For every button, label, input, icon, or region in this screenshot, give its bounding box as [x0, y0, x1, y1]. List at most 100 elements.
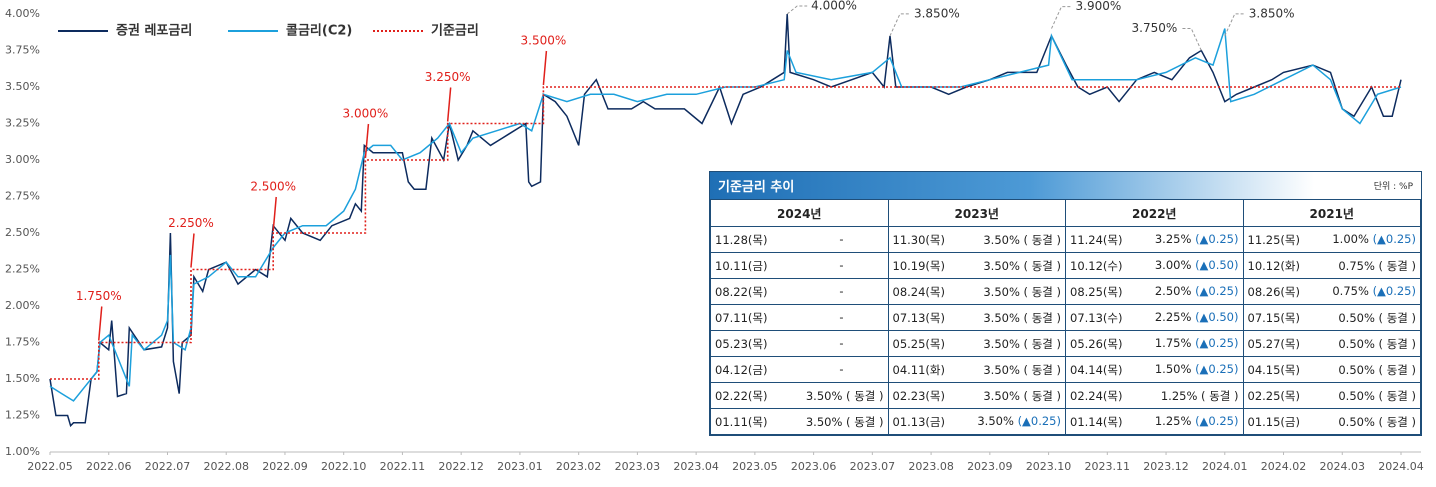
annotation-line — [446, 87, 452, 122]
rate-group: 0.50% ( 동결 ) — [1338, 310, 1416, 326]
date: 04.11(화) — [892, 362, 945, 377]
date: 10.11(금) — [715, 258, 768, 273]
change: (▲0.25) — [1372, 283, 1416, 298]
change: ( 동결 ) — [1023, 336, 1061, 351]
date: 11.30(목) — [892, 232, 945, 247]
change: (▲0.25) — [1195, 283, 1239, 298]
change: ( 동결 ) — [1378, 414, 1416, 429]
rate-group: 1.50% (▲0.25) — [1155, 362, 1239, 376]
rate-group: 3.50% (▲0.25) — [977, 414, 1061, 428]
x-tick-label: 2022.08 — [203, 460, 249, 473]
date: 02.23(목) — [892, 388, 945, 403]
annotation: 4.000% — [811, 0, 857, 13]
y-tick-label: 1.00% — [5, 445, 40, 458]
annotation: 3.250% — [425, 70, 471, 84]
rate: - — [839, 231, 844, 246]
table-cell: 01.11(목) 3.50% ( 동결 ) — [710, 408, 889, 435]
annotation-line — [786, 5, 808, 15]
table-cell: 11.25(목) 1.00% (▲0.25) — [1242, 226, 1421, 253]
x-tick-label: 2023.01 — [497, 460, 543, 473]
column-header: 2021년 — [1242, 199, 1421, 227]
x-tick-label: 2023.02 — [556, 460, 602, 473]
change: ( 동결 ) — [1023, 388, 1061, 403]
date: 04.12(금) — [715, 362, 768, 377]
date: 05.27(목) — [1247, 336, 1300, 351]
column-header: 2022년 — [1065, 199, 1244, 227]
rate-group: 0.75% (▲0.25) — [1332, 284, 1416, 298]
rate-group: 1.00% (▲0.25) — [1332, 232, 1416, 246]
rate: 3.50% — [983, 362, 1020, 377]
annotation: 1.750% — [76, 289, 122, 303]
change: (▲0.25) — [1195, 231, 1239, 246]
annotation-line — [364, 123, 370, 159]
rate-group: 3.50% ( 동결 ) — [806, 414, 884, 430]
date: 11.28(목) — [715, 232, 768, 247]
rate-group: 3.50% ( 동결 ) — [806, 388, 884, 404]
rate-group: 3.50% ( 동결 ) — [983, 284, 1061, 300]
date: 07.11(목) — [715, 310, 768, 325]
rate-group: 1.75% (▲0.25) — [1155, 336, 1239, 350]
date: 10.19(목) — [892, 258, 945, 273]
table-cell: 11.30(목) 3.50% ( 동결 ) — [887, 226, 1066, 253]
table-cell: 07.13(목) 3.50% ( 동결 ) — [887, 304, 1066, 331]
date: 10.12(화) — [1247, 258, 1300, 273]
date: 02.24(목) — [1070, 388, 1123, 403]
annotation: 2.250% — [168, 216, 214, 230]
y-tick-label: 1.75% — [5, 336, 40, 349]
date: 07.13(목) — [892, 310, 945, 325]
table-row: 11.28(목) - 11.30(목) 3.50% ( 동결 ) 11.24(목) 3.2… — [710, 226, 1421, 253]
rate-group: 3.50% ( 동결 ) — [983, 310, 1061, 326]
table-cell: 07.11(목) - — [710, 304, 889, 331]
y-tick-label: 2.00% — [5, 299, 40, 312]
x-tick-label: 2023.06 — [791, 460, 837, 473]
x-tick-label: 2022.05 — [27, 460, 73, 473]
y-tick-label: 2.25% — [5, 263, 40, 276]
rate: 0.50% — [1338, 388, 1375, 403]
change: ( 동결 ) — [1378, 362, 1416, 377]
table-header: 기준금리 추이 단위 : %P — [710, 172, 1421, 199]
rate-group: 3.50% ( 동결 ) — [983, 258, 1061, 274]
rate: 3.50% — [983, 258, 1020, 273]
rate: 0.50% — [1338, 414, 1375, 429]
header-row: 2024년 2023년 2022년 2021년 — [710, 199, 1421, 227]
x-tick-label: 2022.12 — [438, 460, 484, 473]
rate-group: 3.50% ( 동결 ) — [983, 232, 1061, 248]
annotation-line — [1051, 6, 1072, 29]
annotation: 2.500% — [250, 180, 296, 194]
rate-group: 0.50% ( 동결 ) — [1338, 388, 1416, 404]
change: (▲0.50) — [1195, 257, 1239, 272]
change: ( 동결 ) — [1378, 336, 1416, 351]
rate: 3.50% — [805, 388, 843, 403]
table-cell: 08.24(목) 3.50% ( 동결 ) — [887, 278, 1066, 305]
table-row: 07.11(목) - 07.13(목) 3.50% ( 동결 ) 07.13(수) 2.2… — [710, 304, 1421, 331]
date: 05.26(목) — [1070, 336, 1123, 351]
table-cell: 10.12(화) 0.75% ( 동결 ) — [1242, 252, 1421, 279]
table-row: 10.11(금) - 10.19(목) 3.50% ( 동결 ) 10.12(수) 3.0… — [710, 252, 1421, 279]
date: 04.14(목) — [1070, 362, 1123, 377]
rate-group: 0.50% ( 동결 ) — [1338, 414, 1416, 430]
change: ( 동결 ) — [1378, 258, 1416, 273]
date: 11.25(목) — [1247, 232, 1300, 247]
table-cell: 02.25(목) 0.50% ( 동결 ) — [1242, 382, 1421, 409]
rate-group: 3.25% (▲0.25) — [1155, 232, 1239, 246]
annotation: 3.000% — [343, 107, 389, 121]
rate: 0.50% — [1338, 362, 1375, 377]
rate-table: 기준금리 추이 단위 : %P 2024년 2023년 2022년 2021년 11.2… — [709, 171, 1422, 436]
y-tick-label: 3.50% — [5, 80, 40, 93]
table-cell: 01.15(금) 0.50% ( 동결 ) — [1242, 408, 1421, 435]
rate: 3.00% — [1154, 257, 1192, 272]
rate: 3.50% — [805, 414, 843, 429]
change: (▲0.25) — [1195, 335, 1239, 350]
annotation-line — [889, 13, 910, 37]
rate: 2.50% — [1154, 283, 1192, 298]
x-tick-label: 2024.02 — [1261, 460, 1307, 473]
annotation-line — [1224, 13, 1245, 37]
x-tick-label: 2023.04 — [673, 460, 719, 473]
rate: - — [839, 309, 844, 324]
x-tick-label: 2023.07 — [850, 460, 896, 473]
column-header: 2024년 — [710, 199, 889, 227]
series-line — [49, 28, 1402, 402]
rate: 3.50% — [983, 284, 1020, 299]
change: ( 동결 ) — [1378, 310, 1416, 325]
